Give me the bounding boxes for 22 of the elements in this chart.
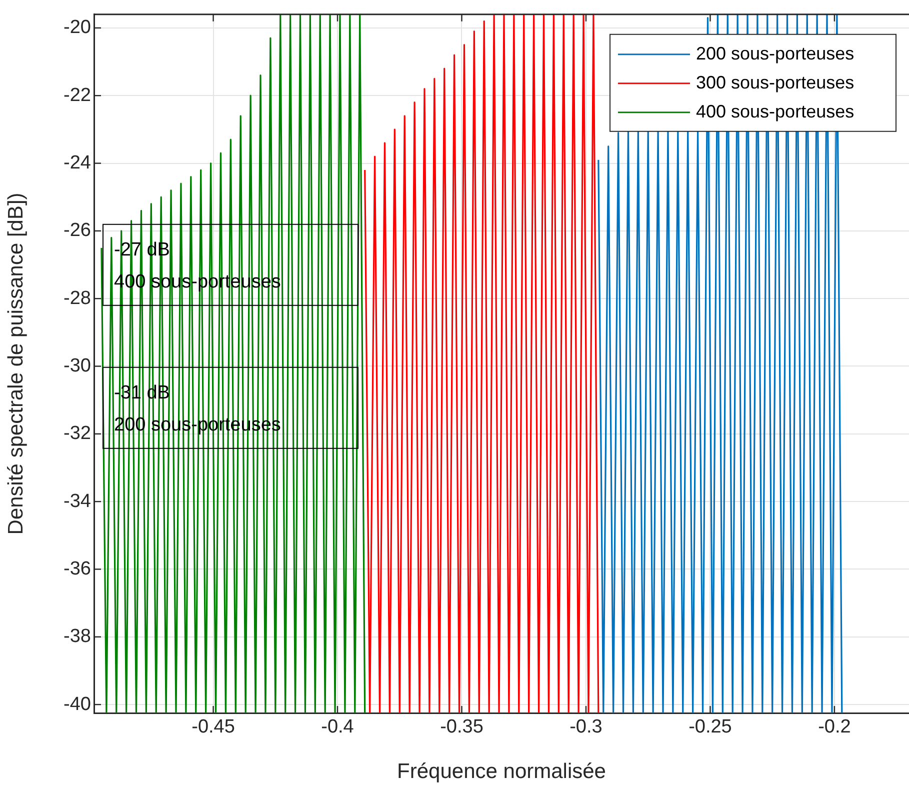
y-tick-label: -28 [64, 288, 91, 309]
x-tick-label: -0.45 [192, 716, 235, 738]
legend-label: 400 sous-porteuses [696, 101, 854, 122]
y-tick-label: -40 [64, 694, 91, 715]
y-tick-label: -32 [64, 423, 91, 444]
x-tick-label: -0.3 [570, 716, 602, 738]
y-tick-label: -34 [64, 490, 92, 512]
y-axis-title: Densité spectrale de puissance [dB]) [4, 192, 28, 535]
x-tick-label: -0.25 [688, 716, 732, 738]
x-tick-label: -0.2 [818, 716, 851, 738]
legend-label: 300 sous-porteuses [696, 72, 854, 92]
legend-label: 200 sous-porteuses [696, 43, 854, 64]
x-tick-label: -0.4 [321, 716, 354, 738]
y-tick-label: -22 [64, 84, 91, 106]
y-tick-label: -20 [64, 17, 91, 38]
x-axis-title: Fréquence normalisée [397, 760, 606, 784]
y-tick-label: -38 [64, 626, 91, 648]
x-tick-label: -0.35 [440, 716, 484, 738]
y-tick-label: -26 [64, 220, 91, 242]
y-tick-label: -24 [64, 152, 92, 174]
y-tick-label: -30 [64, 355, 91, 376]
y-tick-label: -36 [64, 558, 91, 580]
